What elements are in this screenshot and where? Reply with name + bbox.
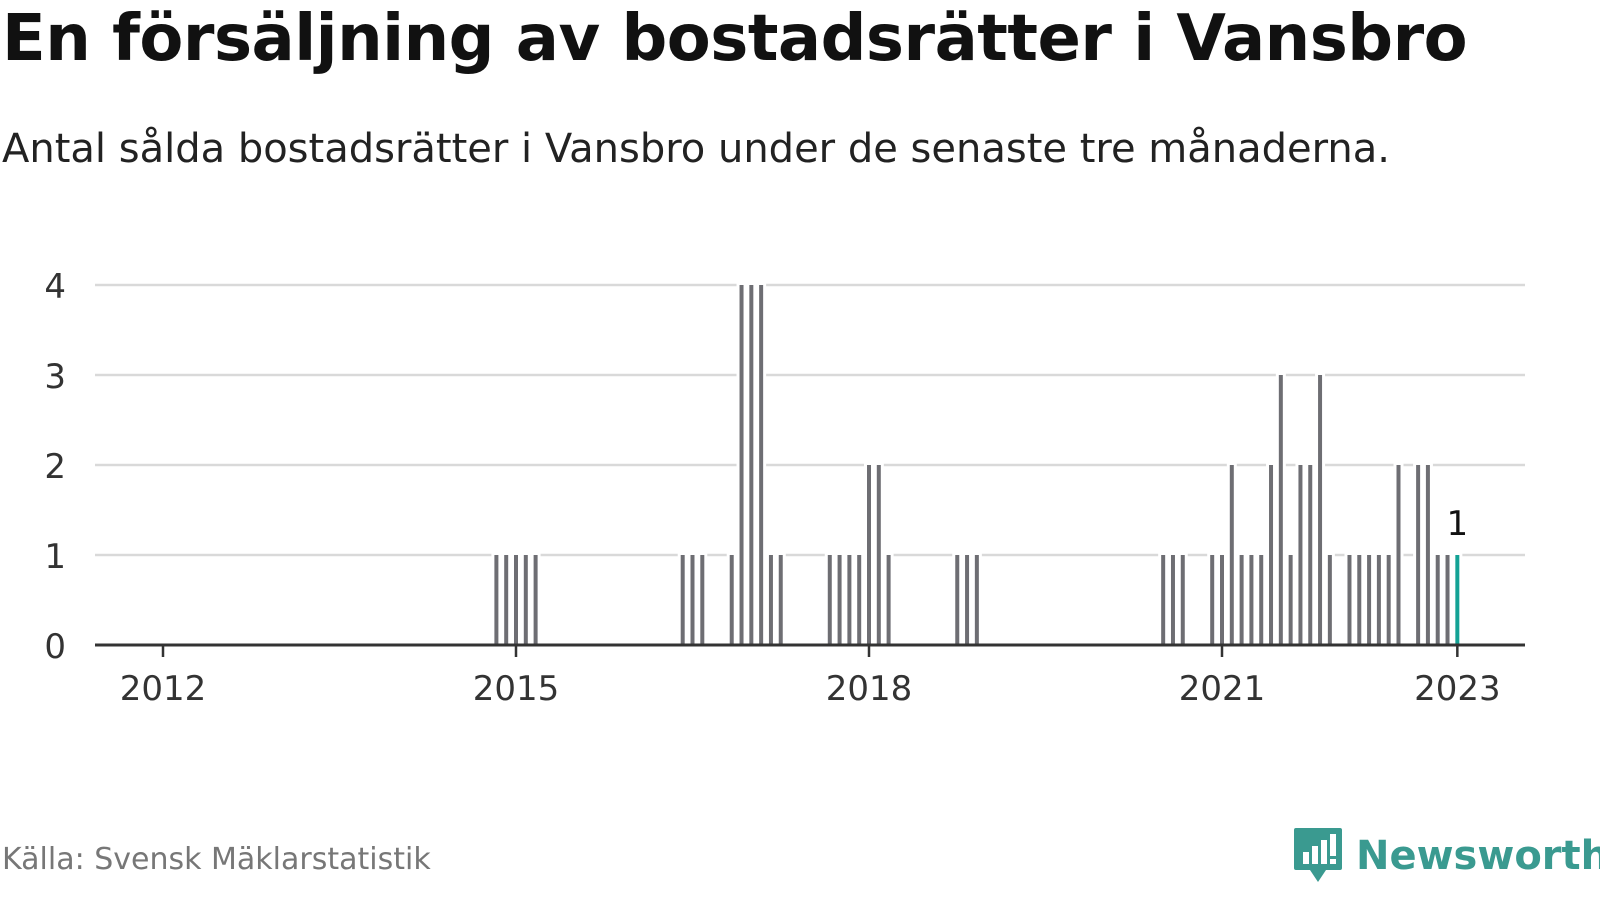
bar [514, 555, 518, 645]
bar [778, 555, 783, 645]
y-tick-label: 2 [44, 447, 66, 487]
bar [1259, 555, 1264, 645]
x-axis-ticks: 2012 2015 2018 2021 2023 [120, 645, 1501, 709]
y-tick-label: 3 [44, 357, 66, 397]
x-tick-label: 2015 [473, 669, 560, 709]
bar [1435, 555, 1440, 645]
bar [1180, 555, 1185, 645]
y-axis-labels: 0 1 2 3 4 [44, 267, 66, 667]
bar-highlight [1455, 555, 1460, 645]
brand-logo[interactable]: Newsworthy [1292, 826, 1600, 886]
bar [768, 555, 773, 645]
highlight-value-label: 1 [1447, 504, 1469, 544]
bar [1396, 465, 1401, 645]
bar [1298, 465, 1303, 645]
bar [1445, 555, 1450, 645]
bar [690, 555, 695, 645]
bar [867, 465, 871, 645]
bar [1170, 555, 1175, 645]
bar [504, 555, 509, 645]
bar [974, 555, 979, 645]
bar [1239, 555, 1244, 645]
bar [729, 555, 734, 645]
chart-subtitle: Antal sålda bostadsrätter i Vansbro unde… [2, 126, 1390, 172]
bar [523, 555, 528, 645]
brand-name: Newsworthy [1356, 833, 1600, 879]
bar [1269, 465, 1274, 645]
bar-chart: 0 1 2 3 4 2012 2015 2018 2021 2023 1 [44, 267, 1525, 709]
bar [1249, 555, 1254, 645]
bar [1308, 465, 1313, 645]
bar [1318, 375, 1323, 645]
bar [1347, 555, 1352, 645]
bar [955, 555, 960, 645]
bar [1278, 375, 1283, 645]
y-tick-label: 1 [44, 537, 66, 577]
x-tick-label: 2012 [120, 669, 207, 709]
bar [1229, 465, 1234, 645]
bar [1367, 555, 1372, 645]
bar [1425, 465, 1430, 645]
bar [533, 555, 538, 645]
x-tick-label: 2023 [1414, 669, 1501, 709]
bar [965, 555, 970, 645]
bar [700, 555, 705, 645]
bar [1357, 555, 1362, 645]
x-tick-label: 2018 [826, 669, 913, 709]
newsworthy-logo-icon [1294, 828, 1342, 882]
bar [827, 555, 832, 645]
bar [1327, 555, 1332, 645]
bar [494, 555, 499, 645]
x-tick-label: 2021 [1179, 669, 1266, 709]
bar [886, 555, 891, 645]
bar [680, 555, 685, 645]
bar [876, 465, 881, 645]
y-tick-label: 4 [44, 267, 66, 307]
bar [759, 285, 764, 645]
bar [739, 285, 744, 645]
bar [1288, 555, 1293, 645]
bar [1376, 555, 1381, 645]
bar [749, 285, 754, 645]
bar [857, 555, 862, 645]
bar [1220, 555, 1224, 645]
y-tick-label: 0 [44, 627, 66, 667]
bar [837, 555, 842, 645]
source-note: Källa: Svensk Mäklarstatistik [2, 842, 431, 877]
chart-title: En försäljning av bostadsrätter i Vansbr… [2, 2, 1468, 76]
bar [1161, 555, 1166, 645]
bar [847, 555, 852, 645]
annotations: 1 [1447, 504, 1469, 544]
bar [1386, 555, 1391, 645]
bar [1210, 555, 1215, 645]
bar [1416, 465, 1421, 645]
bars [491, 281, 1463, 645]
